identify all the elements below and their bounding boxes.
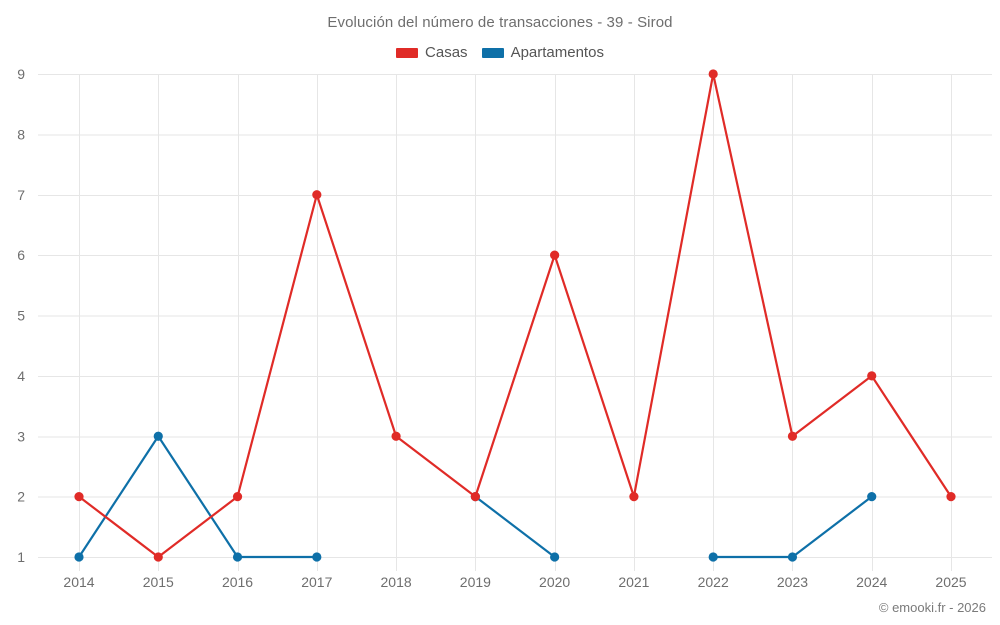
- x-axis-tick-label: 2024: [856, 574, 887, 590]
- series-line-segment: [77, 72, 953, 559]
- x-axis-tick-label: 2022: [698, 574, 729, 590]
- data-point-marker[interactable]: [153, 431, 163, 441]
- data-point-marker[interactable]: [787, 552, 798, 562]
- y-axis-tick-label: 3: [17, 428, 25, 444]
- legend-label-apartamentos: Apartamentos: [510, 44, 604, 61]
- y-axis-tick-label: 7: [17, 187, 25, 203]
- x-axis-tick-label: 2014: [63, 574, 94, 590]
- x-axis-tick-label: 2018: [381, 574, 412, 590]
- data-point-marker[interactable]: [232, 492, 243, 502]
- y-axis-tick-label: 9: [17, 66, 25, 82]
- data-point-marker[interactable]: [312, 190, 322, 200]
- data-point-marker[interactable]: [74, 552, 84, 562]
- legend-swatch-apartamentos: [481, 47, 504, 58]
- series-line-segment: [77, 435, 318, 559]
- series-casas: [74, 69, 956, 562]
- x-axis-tick-label: 2021: [618, 574, 649, 590]
- data-point-marker[interactable]: [391, 431, 401, 441]
- chart-title: Evolución del número de transacciones - …: [327, 14, 673, 31]
- y-axis-tick-label: 6: [17, 247, 25, 263]
- data-point-marker[interactable]: [550, 552, 560, 562]
- series-line-segment: [474, 495, 556, 559]
- grid-lines: 1 2 3 4 5 6 7 8 9 2014 2015 2016 2017 2018 2019 2020 202…: [17, 66, 992, 590]
- chart-legend: Casas Apartamentos: [0, 44, 1000, 61]
- x-axis-tick-label: 2025: [935, 574, 966, 590]
- chart-credit: © emooki.fr - 2026: [878, 600, 986, 615]
- legend-item-apartamentos[interactable]: Apartamentos: [481, 44, 604, 61]
- data-point-marker[interactable]: [629, 492, 639, 502]
- x-axis-tick-label: 2023: [777, 574, 808, 590]
- x-axis-tick-label: 2019: [460, 574, 491, 590]
- data-point-marker[interactable]: [470, 492, 480, 502]
- data-point-marker[interactable]: [708, 69, 718, 79]
- data-point-marker[interactable]: [74, 492, 84, 502]
- y-axis-tick-label: 4: [17, 368, 25, 384]
- y-axis-tick-label: 1: [17, 549, 25, 565]
- y-axis-tick-label: 5: [17, 308, 25, 324]
- legend-label-casas: Casas: [425, 44, 468, 61]
- legend-swatch-casas: [396, 47, 419, 58]
- data-point-marker[interactable]: [550, 250, 560, 260]
- x-axis-tick-label: 2016: [222, 574, 253, 590]
- data-point-marker[interactable]: [232, 552, 243, 562]
- x-axis-tick-label: 2020: [539, 574, 570, 590]
- data-point-marker[interactable]: [708, 552, 718, 562]
- y-axis-tick-label: 8: [17, 126, 25, 142]
- x-axis-tick-label: 2015: [143, 574, 174, 590]
- data-point-marker[interactable]: [946, 492, 956, 502]
- data-point-marker[interactable]: [312, 552, 322, 562]
- x-axis-tick-label: 2017: [301, 574, 332, 590]
- data-point-marker[interactable]: [153, 552, 163, 562]
- data-point-marker[interactable]: [867, 492, 877, 502]
- y-axis-tick-label: 2: [17, 489, 25, 505]
- data-point-marker[interactable]: [787, 431, 798, 441]
- legend-item-casas[interactable]: Casas: [396, 44, 468, 61]
- data-point-marker[interactable]: [867, 371, 877, 381]
